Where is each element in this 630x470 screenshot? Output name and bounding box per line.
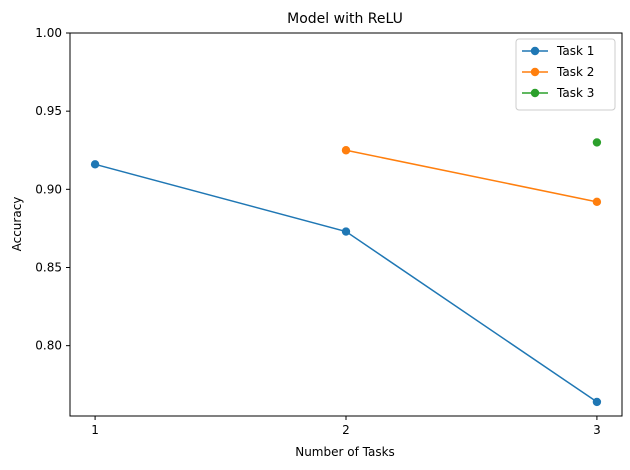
y-tick-label: 0.80 [35, 339, 62, 353]
legend-swatch-marker [530, 67, 540, 77]
x-axis: 1 2 3 [91, 416, 601, 437]
series-layer [90, 138, 602, 407]
data-point [90, 160, 100, 169]
data-point [592, 397, 602, 407]
legend-swatch-marker [530, 88, 540, 98]
legend-label: Task 2 [556, 65, 594, 79]
data-point [341, 146, 351, 155]
legend-entry: Task 3 [522, 86, 594, 100]
series-3 [592, 138, 602, 147]
data-point [592, 197, 602, 207]
data-point [341, 227, 351, 236]
y-axis-label: Accuracy [10, 197, 24, 252]
legend-entry: Task 2 [522, 65, 594, 79]
chart-title: Model with ReLU [287, 11, 403, 27]
y-tick-label: 0.95 [35, 104, 62, 118]
x-axis-label: Number of Tasks [295, 445, 395, 459]
y-axis: 0.80 0.85 0.90 0.95 1.00 [35, 26, 70, 353]
legend-swatch-marker [530, 46, 540, 56]
y-tick-label: 1.00 [35, 26, 62, 40]
x-tick-label: 3 [593, 423, 601, 437]
legend: Task 1 Task 2 Task 3 [515, 38, 616, 111]
series-line [94, 163, 598, 403]
x-tick-label: 1 [91, 423, 99, 437]
x-tick-label: 2 [342, 423, 350, 437]
legend-label: Task 3 [556, 86, 594, 100]
series-2 [341, 146, 602, 207]
y-tick-label: 0.85 [35, 260, 62, 274]
data-point [592, 138, 602, 147]
series-line [345, 149, 598, 203]
y-tick-label: 0.90 [35, 182, 62, 196]
series-1 [90, 160, 602, 407]
legend-label: Task 1 [556, 44, 594, 58]
legend-entry: Task 1 [522, 44, 594, 58]
